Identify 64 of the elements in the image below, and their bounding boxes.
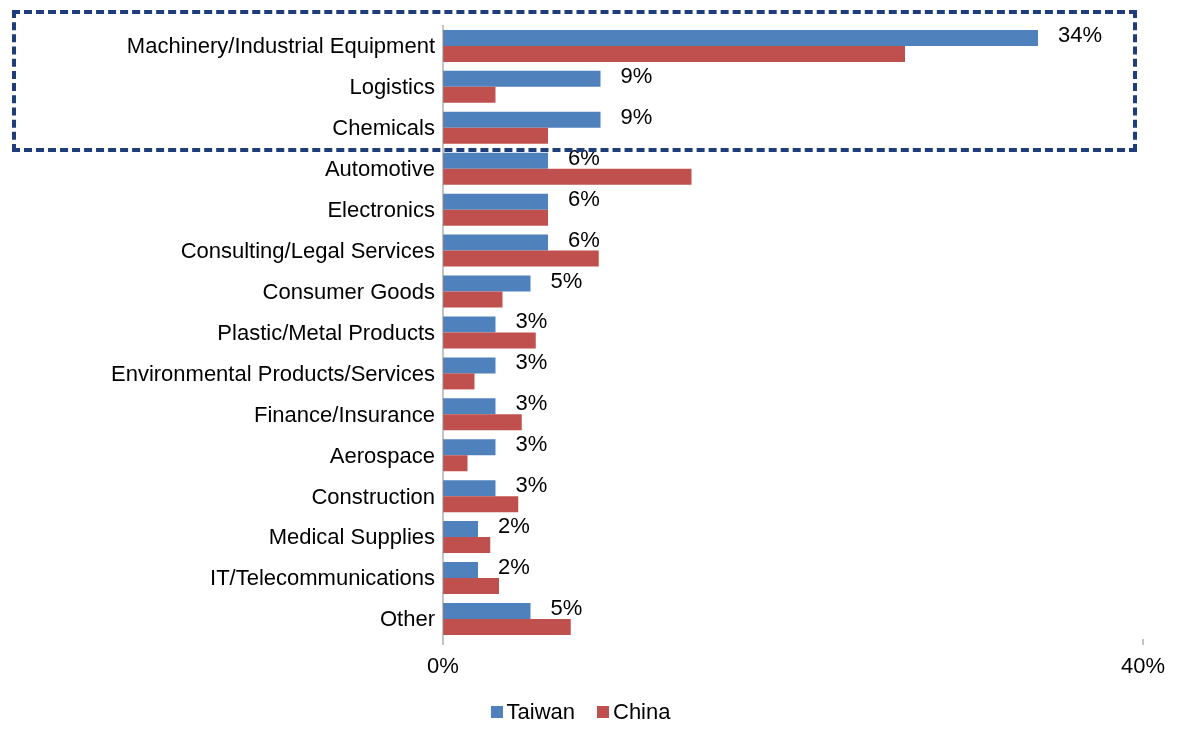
bar — [443, 414, 522, 431]
bar — [443, 578, 499, 595]
y-tick-label: Environmental Products/Services — [110, 360, 435, 386]
bar — [443, 275, 531, 292]
bar — [443, 250, 599, 267]
y-tick-label: Electronics — [327, 197, 435, 223]
y-tick-label: Other — [379, 606, 435, 632]
data-label: 3% — [515, 349, 548, 375]
y-tick-label: Automotive — [324, 156, 435, 182]
y-tick-label: Finance/Insurance — [254, 401, 435, 427]
data-label: 2% — [498, 513, 530, 539]
x-tick-label: 40% — [1120, 652, 1166, 678]
y-tick-label: Consumer Goods — [262, 278, 435, 304]
bar — [443, 373, 475, 390]
bar — [443, 439, 496, 456]
bar — [443, 168, 692, 185]
bar — [443, 398, 496, 415]
y-tick-label: Aerospace — [329, 442, 435, 468]
data-label: 2% — [498, 554, 530, 580]
bar — [443, 127, 548, 144]
bar — [443, 111, 601, 128]
bar — [443, 521, 478, 538]
data-label: 6% — [568, 226, 600, 252]
bar — [443, 193, 548, 210]
bar — [443, 152, 548, 169]
legend-label: China — [612, 699, 671, 725]
data-label: 6% — [568, 144, 600, 170]
data-label: 6% — [568, 185, 600, 211]
data-label: 9% — [620, 103, 653, 129]
bar — [443, 602, 531, 619]
legend-label: Taiwan — [505, 699, 575, 725]
bar — [443, 70, 601, 87]
bar — [443, 618, 571, 635]
bar — [443, 234, 548, 251]
data-label: 3% — [515, 390, 548, 416]
y-tick-label: Plastic/Metal Products — [217, 319, 435, 345]
y-tick-label: IT/Telecommunications — [210, 565, 435, 591]
data-label: 9% — [620, 62, 653, 88]
data-label: 5% — [550, 594, 583, 620]
data-label: 34% — [1058, 21, 1103, 47]
bar — [443, 562, 478, 579]
bar — [443, 537, 491, 554]
y-tick-label: Consulting/Legal Services — [180, 237, 435, 263]
bar — [443, 496, 519, 513]
y-tick-label: Medical Supplies — [268, 524, 435, 550]
bar — [443, 45, 905, 62]
y-tick-label: Machinery/Industrial Equipment — [126, 33, 435, 59]
bar — [443, 357, 496, 374]
bar — [443, 332, 536, 349]
data-label: 3% — [515, 308, 548, 334]
bar — [443, 316, 496, 333]
data-label: 5% — [550, 267, 583, 293]
bar — [443, 455, 468, 472]
data-label: 3% — [515, 431, 548, 457]
y-tick-label: Chemicals — [332, 115, 435, 141]
y-tick-label: Construction — [311, 483, 435, 509]
bar — [443, 29, 1038, 46]
data-label: 3% — [515, 472, 548, 498]
bar — [443, 209, 548, 226]
bar — [443, 291, 503, 308]
x-tick-label: 0% — [427, 652, 459, 678]
bar — [443, 86, 496, 103]
bar — [443, 480, 496, 497]
y-tick-label: Logistics — [349, 74, 435, 100]
